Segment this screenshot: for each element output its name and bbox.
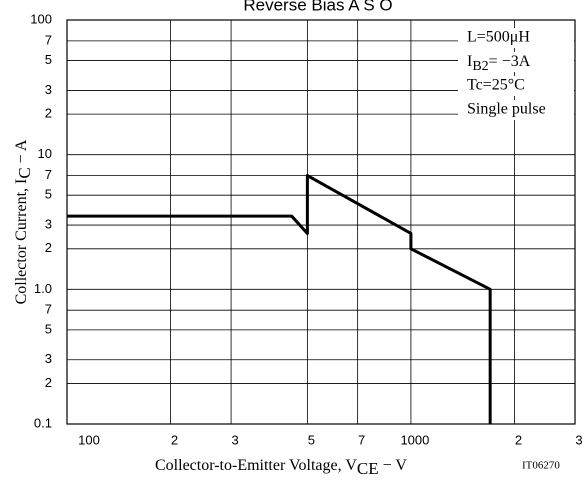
y-tick-label: 0.1 [34, 415, 52, 430]
curve [67, 174, 492, 424]
x-tick-label: 2 [171, 432, 178, 447]
annotation: L=500μH [467, 29, 530, 46]
y-tick-label: 5 [45, 187, 52, 202]
y-axis-label-part: C [15, 167, 34, 178]
y-axis-label-part: Collector Current, I [13, 179, 30, 305]
annotation: IB2= −3A [467, 53, 531, 75]
y-tick-label: 2 [45, 240, 52, 255]
x-tick-label: 7 [358, 432, 365, 447]
x-tick-label: 5 [308, 432, 315, 447]
annotation: Tc=25°C [467, 77, 525, 94]
y-tick-label: 5 [45, 321, 52, 336]
annotation-bg [458, 28, 574, 48]
annotation-part: B2 [472, 59, 488, 74]
x-tick-label: 2 [515, 432, 522, 447]
x-axis-label: Collector-to-Emitter Voltage, VCE − V [155, 457, 407, 478]
y-tick-label: 3 [45, 351, 52, 366]
y-tick-label: 7 [45, 302, 52, 317]
y-tick-label: 3 [45, 82, 52, 97]
figure-code: IT06270 [522, 460, 560, 472]
x-axis-label-part: − V [379, 457, 408, 474]
y-tick-label: 2 [45, 375, 52, 390]
annotation-bg [458, 100, 574, 120]
annotation-part: I [467, 53, 472, 70]
annotation-bg [458, 52, 574, 72]
y-tick-label: 100 [30, 11, 52, 26]
y-tick-label: 10 [38, 146, 52, 161]
y-tick-label: 7 [45, 167, 52, 182]
annotation-bg [458, 76, 574, 96]
x-tick-label: 3 [575, 432, 582, 447]
y-tick-label: 7 [45, 32, 52, 47]
y-tick-label: 1.0 [34, 281, 52, 296]
y-tick-label: 5 [45, 52, 52, 67]
x-axis-label-part: CE [357, 459, 379, 478]
y-axis-label-part: − A [13, 139, 30, 167]
annotation: Single pulse [467, 101, 546, 118]
y-tick-label: 3 [45, 217, 52, 232]
y-tick-label: 2 [45, 106, 52, 121]
annotation-part: = −3A [489, 53, 531, 70]
y-axis-label: Collector Current, IC − A [13, 139, 34, 304]
plot-frame [66, 19, 576, 425]
x-axis-label-part: Collector-to-Emitter Voltage, V [155, 457, 357, 474]
x-tick-label: 3 [231, 432, 238, 447]
x-tick-label: 1000 [400, 432, 429, 447]
x-tick-label: 100 [78, 432, 100, 447]
chart-title: Reverse Bias A S O [243, 0, 392, 14]
